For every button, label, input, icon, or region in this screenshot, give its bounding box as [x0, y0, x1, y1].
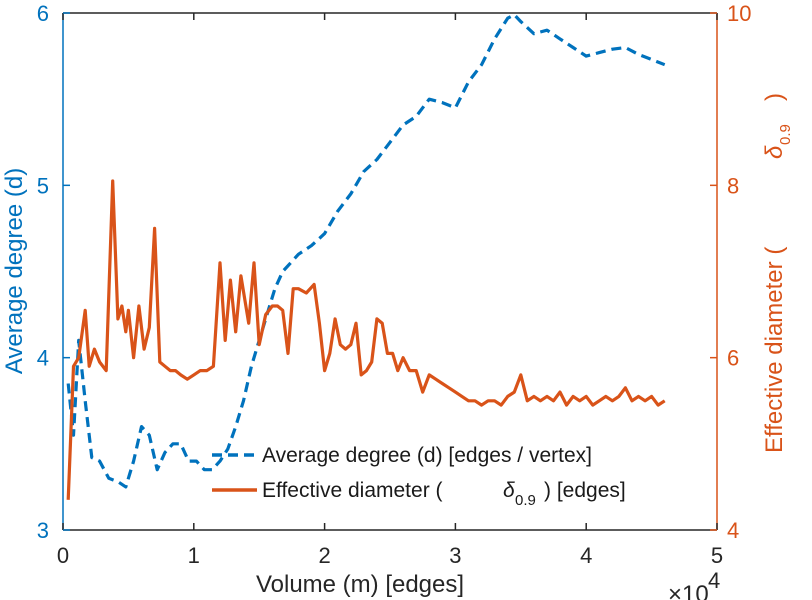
x-exponent-base: ×10 [668, 581, 709, 600]
x-axis-label: Volume (m) [edges] [256, 571, 464, 598]
x-exponent-power: 4 [708, 568, 720, 593]
legend-label-eff-diameter-suffix: ) [edges] [544, 479, 626, 502]
y-axis-left-label: Average degree (d) [1, 168, 28, 374]
series-layer [66, 13, 666, 500]
x-tick-label: 1 [188, 543, 200, 568]
y-axis-right-label-prefix: Effective diameter ( [761, 247, 788, 453]
y-axis-right-subscript: 0.9 [777, 124, 794, 145]
y-axis-right-label-suffix: ) [761, 93, 788, 101]
x-tick-label: 3 [449, 543, 461, 568]
series-line-avg_degree [66, 13, 666, 489]
y-left-tick-label: 5 [37, 173, 49, 198]
legend-delta-symbol: δ [503, 479, 515, 502]
y-left-tick-label: 3 [37, 518, 49, 543]
y-axis-right-label: Effective diameter ( δ 0.9 ) [761, 93, 794, 453]
y-right-tick-label: 4 [727, 518, 739, 543]
y-right-tick-label: 10 [727, 1, 751, 26]
x-tick-label: 4 [580, 543, 592, 568]
legend-delta-subscript: 0.9 [515, 492, 536, 509]
x-tick-label: 2 [318, 543, 330, 568]
x-tick-label: 5 [711, 543, 723, 568]
x-tick-label: 0 [57, 543, 69, 568]
series-line-eff_diameter [66, 179, 666, 500]
y-right-tick-label: 6 [727, 346, 739, 371]
y-left-tick-label: 6 [37, 1, 49, 26]
legend-label-eff-diameter-prefix: Effective diameter ( [262, 479, 443, 502]
y-right-tick-label: 8 [727, 173, 739, 198]
y-axis-right-delta: δ [761, 145, 788, 159]
legend: Average degree (d) [edges / vertex] Effe… [212, 444, 626, 509]
y-left-tick-label: 4 [37, 346, 49, 371]
legend-label-avg-degree: Average degree (d) [edges / vertex] [262, 444, 592, 467]
